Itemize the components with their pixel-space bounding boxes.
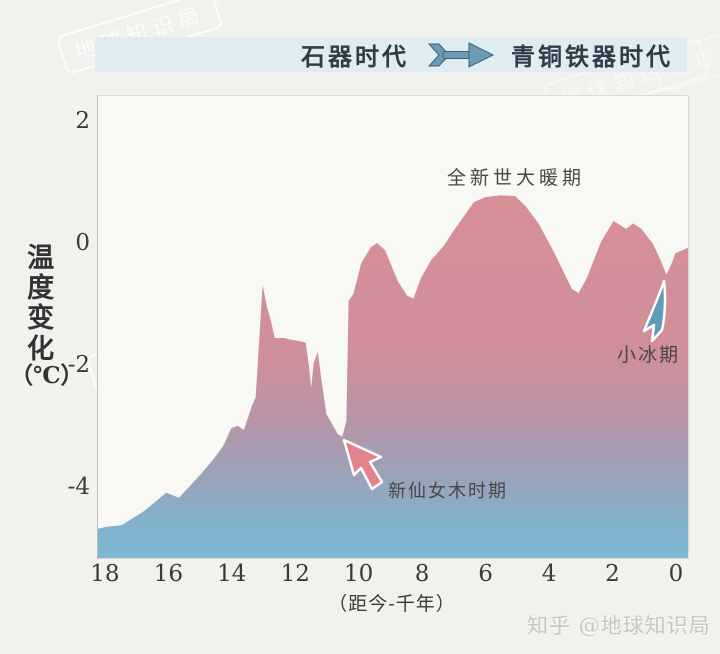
era-left-label: 石器时代	[301, 42, 409, 71]
x-tick-label: 18	[90, 561, 120, 587]
plot-area	[97, 95, 689, 559]
credit-watermark: 知乎 @地球知识局	[527, 614, 711, 638]
temperature-area-chart	[98, 195, 688, 558]
y-tick-label: 2	[75, 108, 90, 135]
era-transition-arrow-icon	[427, 41, 495, 68]
y-tick-label: -2	[67, 352, 90, 378]
era-right-label: 青铜铁器时代	[511, 42, 673, 71]
x-tick-label: 10	[344, 561, 374, 587]
x-tick-label: 0	[668, 561, 684, 587]
x-tick-label: 4	[541, 561, 557, 587]
annotation-little-ice-age: 小冰期	[617, 344, 681, 366]
x-axis-title: （距今-千年）	[328, 593, 456, 615]
y-tick-label: -4	[67, 473, 90, 500]
y-axis-title: 温度变化	[27, 243, 55, 365]
era-header-bar: 石器时代 青铜铁器时代	[95, 37, 687, 72]
x-tick-label: 14	[217, 561, 247, 587]
annotation-younger-dryas: 新仙女木时期	[388, 481, 508, 502]
y-tick-label: 0	[75, 230, 90, 257]
y-axis-unit: （℃）	[10, 362, 84, 389]
x-tick-label: 16	[153, 561, 183, 587]
x-tick-label: 6	[478, 561, 493, 587]
x-tick-label: 12	[280, 561, 310, 587]
x-tick-label: 2	[605, 561, 620, 587]
temperature-anomaly-area	[98, 195, 688, 558]
x-tick-label: 8	[414, 561, 430, 587]
annotation-holocene-optimum: 全新世大暖期	[447, 167, 586, 189]
